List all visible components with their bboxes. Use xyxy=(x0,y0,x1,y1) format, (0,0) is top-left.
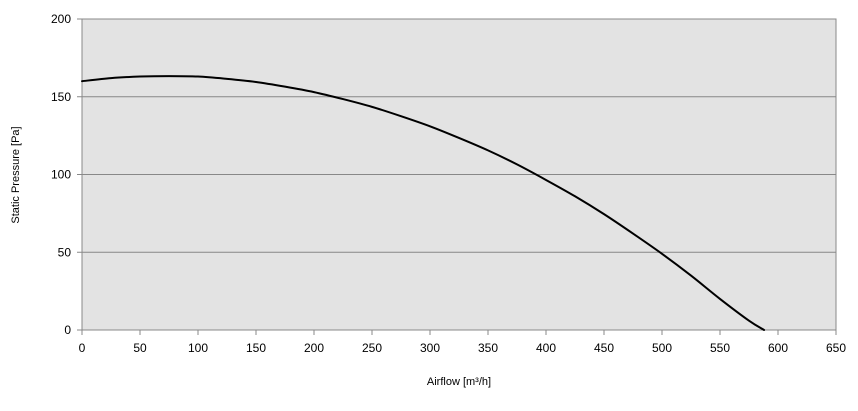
y-tick-label: 200 xyxy=(51,12,71,26)
series-line xyxy=(81,75,766,331)
x-tick-label: 200 xyxy=(304,341,324,355)
x-tick-label: 550 xyxy=(710,341,730,355)
y-tick-label: 100 xyxy=(51,168,71,182)
x-tick-label: 50 xyxy=(133,341,147,355)
gridlines xyxy=(81,18,837,331)
y-axis-title: Static Pressure [Pa] xyxy=(10,126,22,223)
y-axis: 0 50 100 150 200 xyxy=(51,12,82,337)
x-tick-label: 150 xyxy=(246,341,266,355)
x-tick-label: 100 xyxy=(188,341,208,355)
x-axis-title: Airflow [m³/h] xyxy=(427,376,491,388)
x-tick-label: 650 xyxy=(826,341,846,355)
x-tick-label: 500 xyxy=(652,341,672,355)
x-tick-label: 250 xyxy=(362,341,382,355)
y-tick-label: 50 xyxy=(58,245,72,259)
x-tick-label: 600 xyxy=(768,341,788,355)
x-tick-label: 300 xyxy=(420,341,440,355)
x-axis: 0 50 100 150 200 250 300 350 400 450 500 550 600 650 xyxy=(79,330,846,355)
x-tick-label: 0 xyxy=(79,341,86,355)
x-tick-label: 350 xyxy=(478,341,498,355)
y-tick-label: 150 xyxy=(51,90,71,104)
x-tick-label: 400 xyxy=(536,341,556,355)
x-tick-label: 450 xyxy=(594,341,614,355)
y-tick-label: 0 xyxy=(64,323,71,337)
series-group xyxy=(81,75,766,331)
